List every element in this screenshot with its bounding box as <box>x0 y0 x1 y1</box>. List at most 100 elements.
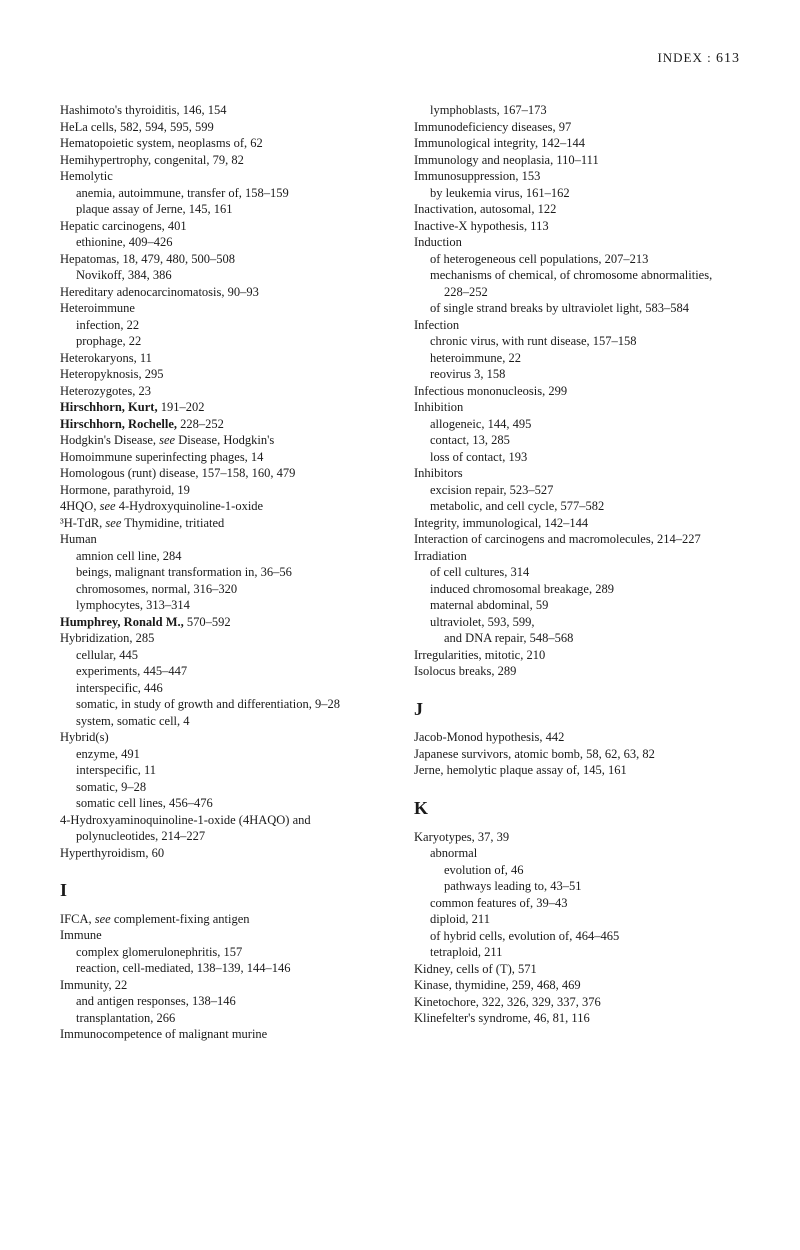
index-entry: lymphocytes, 313–314 <box>60 597 386 614</box>
index-entry: Hepatic carcinogens, 401 <box>60 218 386 235</box>
index-entry: reovirus 3, 158 <box>414 366 740 383</box>
index-entry: Infection <box>414 317 740 334</box>
index-entry: Klinefelter's syndrome, 46, 81, 116 <box>414 1010 740 1027</box>
index-entry: somatic, 9–28 <box>60 779 386 796</box>
index-entry: of hybrid cells, evolution of, 464–465 <box>414 928 740 945</box>
header-label: INDEX : <box>657 50 711 65</box>
index-entry: 4-Hydroxyaminoquinoline-1-oxide (4HAQO) … <box>60 812 386 845</box>
index-entry: heteroimmune, 22 <box>414 350 740 367</box>
index-entry: Infectious mononucleosis, 299 <box>414 383 740 400</box>
index-entry: Kinetochore, 322, 326, 329, 337, 376 <box>414 994 740 1011</box>
right-column: lymphoblasts, 167–173Immunodeficiency di… <box>414 102 740 1043</box>
index-entry: evolution of, 46 <box>414 862 740 879</box>
index-entry: Integrity, immunological, 142–144 <box>414 515 740 532</box>
index-entry: pathways leading to, 43–51 <box>414 878 740 895</box>
index-entry: Immunosuppression, 153 <box>414 168 740 185</box>
index-entry: Hereditary adenocarcinomatosis, 90–93 <box>60 284 386 301</box>
index-entry: Hashimoto's thyroiditis, 146, 154 <box>60 102 386 119</box>
index-entry: allogeneic, 144, 495 <box>414 416 740 433</box>
index-entry: ultraviolet, 593, 599, <box>414 614 740 631</box>
index-entry: somatic cell lines, 456–476 <box>60 795 386 812</box>
index-entry: enzyme, 491 <box>60 746 386 763</box>
index-entry: contact, 13, 285 <box>414 432 740 449</box>
index-entry: Jerne, hemolytic plaque assay of, 145, 1… <box>414 762 740 779</box>
index-entry: interspecific, 11 <box>60 762 386 779</box>
index-entry: Isolocus breaks, 289 <box>414 663 740 680</box>
index-entry: chromosomes, normal, 316–320 <box>60 581 386 598</box>
index-entry: of single strand breaks by ultraviolet l… <box>414 300 740 317</box>
index-entry: Immune <box>60 927 386 944</box>
index-entry: mechanisms of chemical, of chromosome ab… <box>414 267 740 300</box>
index-entry: beings, malignant transformation in, 36–… <box>60 564 386 581</box>
index-entry: of cell cultures, 314 <box>414 564 740 581</box>
index-entry: Immunological integrity, 142–144 <box>414 135 740 152</box>
index-entry: anemia, autoimmune, transfer of, 158–159 <box>60 185 386 202</box>
index-entry: Kidney, cells of (T), 571 <box>414 961 740 978</box>
index-entry: ³H-TdR, see Thymidine, tritiated <box>60 515 386 532</box>
index-entry: Jacob-Monod hypothesis, 442 <box>414 729 740 746</box>
index-entry: Homologous (runt) disease, 157–158, 160,… <box>60 465 386 482</box>
index-entry: plaque assay of Jerne, 145, 161 <box>60 201 386 218</box>
index-entry: HeLa cells, 582, 594, 595, 599 <box>60 119 386 136</box>
index-entry: Inactive-X hypothesis, 113 <box>414 218 740 235</box>
index-entry: ethionine, 409–426 <box>60 234 386 251</box>
index-entry: chronic virus, with runt disease, 157–15… <box>414 333 740 350</box>
index-entry: lymphoblasts, 167–173 <box>414 102 740 119</box>
index-entry: Induction <box>414 234 740 251</box>
index-entry: Inactivation, autosomal, 122 <box>414 201 740 218</box>
index-entry: Hyperthyroidism, 60 <box>60 845 386 862</box>
left-column: Hashimoto's thyroiditis, 146, 154HeLa ce… <box>60 102 386 1043</box>
index-entry: Hybridization, 285 <box>60 630 386 647</box>
index-entry: Hepatomas, 18, 479, 480, 500–508 <box>60 251 386 268</box>
index-entry: Irregularities, mitotic, 210 <box>414 647 740 664</box>
index-entry: excision repair, 523–527 <box>414 482 740 499</box>
index-columns: Hashimoto's thyroiditis, 146, 154HeLa ce… <box>60 102 740 1043</box>
index-entry: common features of, 39–43 <box>414 895 740 912</box>
index-page: INDEX : 613 Hashimoto's thyroiditis, 146… <box>0 0 800 1083</box>
index-entry: Immunology and neoplasia, 110–111 <box>414 152 740 169</box>
index-entry: Immunity, 22 <box>60 977 386 994</box>
index-entry: Novikoff, 384, 386 <box>60 267 386 284</box>
index-entry: Heterozygotes, 23 <box>60 383 386 400</box>
index-entry: Hirschhorn, Kurt, 191–202 <box>60 399 386 416</box>
page-header: INDEX : 613 <box>60 50 740 67</box>
index-entry: maternal abdominal, 59 <box>414 597 740 614</box>
index-entry: Heterokaryons, 11 <box>60 350 386 367</box>
index-entry: transplantation, 266 <box>60 1010 386 1027</box>
index-entry: Homoimmune superinfecting phages, 14 <box>60 449 386 466</box>
index-entry: loss of contact, 193 <box>414 449 740 466</box>
section-letter: I <box>60 879 386 903</box>
index-entry: Heteropyknosis, 295 <box>60 366 386 383</box>
index-entry: prophage, 22 <box>60 333 386 350</box>
index-entry: system, somatic cell, 4 <box>60 713 386 730</box>
index-entry: experiments, 445–447 <box>60 663 386 680</box>
index-entry: Hybrid(s) <box>60 729 386 746</box>
index-entry: amnion cell line, 284 <box>60 548 386 565</box>
index-entry: tetraploid, 211 <box>414 944 740 961</box>
index-entry: of heterogeneous cell populations, 207–2… <box>414 251 740 268</box>
index-entry: Inhibition <box>414 399 740 416</box>
page-number: 613 <box>716 51 740 66</box>
index-entry: diploid, 211 <box>414 911 740 928</box>
index-entry: and antigen responses, 138–146 <box>60 993 386 1010</box>
index-entry: induced chromosomal breakage, 289 <box>414 581 740 598</box>
index-entry: Kinase, thymidine, 259, 468, 469 <box>414 977 740 994</box>
index-entry: by leukemia virus, 161–162 <box>414 185 740 202</box>
index-entry: reaction, cell-mediated, 138–139, 144–14… <box>60 960 386 977</box>
index-entry: IFCA, see complement-fixing antigen <box>60 911 386 928</box>
index-entry: Karyotypes, 37, 39 <box>414 829 740 846</box>
index-entry: Immunocompetence of malignant murine <box>60 1026 386 1043</box>
index-entry: cellular, 445 <box>60 647 386 664</box>
index-entry: Hodgkin's Disease, see Disease, Hodgkin'… <box>60 432 386 449</box>
index-entry: Immunodeficiency diseases, 97 <box>414 119 740 136</box>
section-letter: J <box>414 698 740 722</box>
index-entry: somatic, in study of growth and differen… <box>60 696 386 713</box>
index-entry: Irradiation <box>414 548 740 565</box>
index-entry: Hemolytic <box>60 168 386 185</box>
index-entry: Inhibitors <box>414 465 740 482</box>
index-entry: Humphrey, Ronald M., 570–592 <box>60 614 386 631</box>
index-entry: 4HQO, see 4-Hydroxyquinoline-1-oxide <box>60 498 386 515</box>
index-entry: Hirschhorn, Rochelle, 228–252 <box>60 416 386 433</box>
index-entry: Heteroimmune <box>60 300 386 317</box>
index-entry: Interaction of carcinogens and macromole… <box>414 531 740 548</box>
